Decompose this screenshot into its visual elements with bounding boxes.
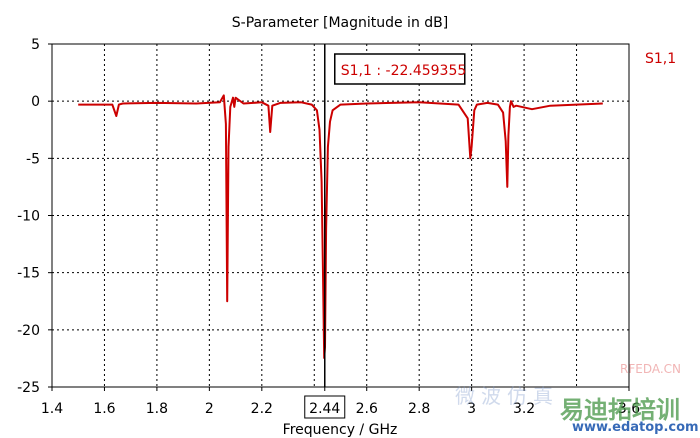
y-tick-label: -5 <box>26 151 40 167</box>
x-tick-label: 3 <box>467 401 476 417</box>
x-axis-ticks: 1.4 1.6 1.8 2 2.2 2.6 2.8 3 3.2 3.6 <box>41 387 640 417</box>
marker-x-box <box>304 395 346 419</box>
marker-value-box <box>334 53 466 85</box>
x-tick-label: 1.6 <box>93 401 115 417</box>
grid-lines <box>52 44 629 387</box>
chart-title: S-Parameter [Magnitude in dB] <box>232 15 448 31</box>
y-tick-label: -20 <box>17 323 40 339</box>
x-tick-label: 3.6 <box>618 401 640 417</box>
x-tick-label: 1.8 <box>146 401 168 417</box>
x-axis-label: Frequency / GHz <box>283 422 398 438</box>
marker-x-label: 2.44 <box>309 401 340 417</box>
y-tick-label: -10 <box>17 209 40 225</box>
x-tick-label: 1.4 <box>41 401 63 417</box>
y-tick-label: 0 <box>31 94 40 110</box>
y-tick-label: 5 <box>31 37 40 53</box>
x-tick-label: 2.2 <box>251 401 273 417</box>
x-tick-label: 2 <box>205 401 214 417</box>
legend-s11: S1,1 <box>645 51 676 67</box>
y-tick-label: -25 <box>17 380 40 396</box>
x-tick-label: 3.2 <box>513 401 535 417</box>
marker-value-label: S1,1 : -22.459355 <box>341 63 467 79</box>
y-axis-ticks: 5 0 -5 -10 -15 -20 -25 <box>17 37 52 396</box>
y-tick-label: -15 <box>17 266 40 282</box>
x-tick-label: 2.8 <box>408 401 430 417</box>
x-tick-label: 2.6 <box>356 401 378 417</box>
series-line-s11 <box>78 94 603 359</box>
